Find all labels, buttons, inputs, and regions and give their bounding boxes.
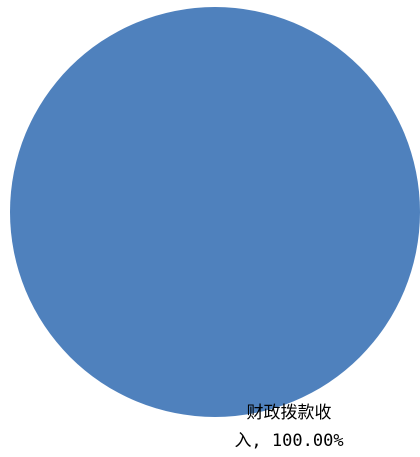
slice-label-line-2: 入, 100.00% bbox=[234, 431, 343, 451]
pie-slices bbox=[10, 7, 420, 417]
pie-slice-0 bbox=[10, 7, 420, 417]
slice-label-line-1: 财政拨款收 bbox=[247, 403, 332, 423]
